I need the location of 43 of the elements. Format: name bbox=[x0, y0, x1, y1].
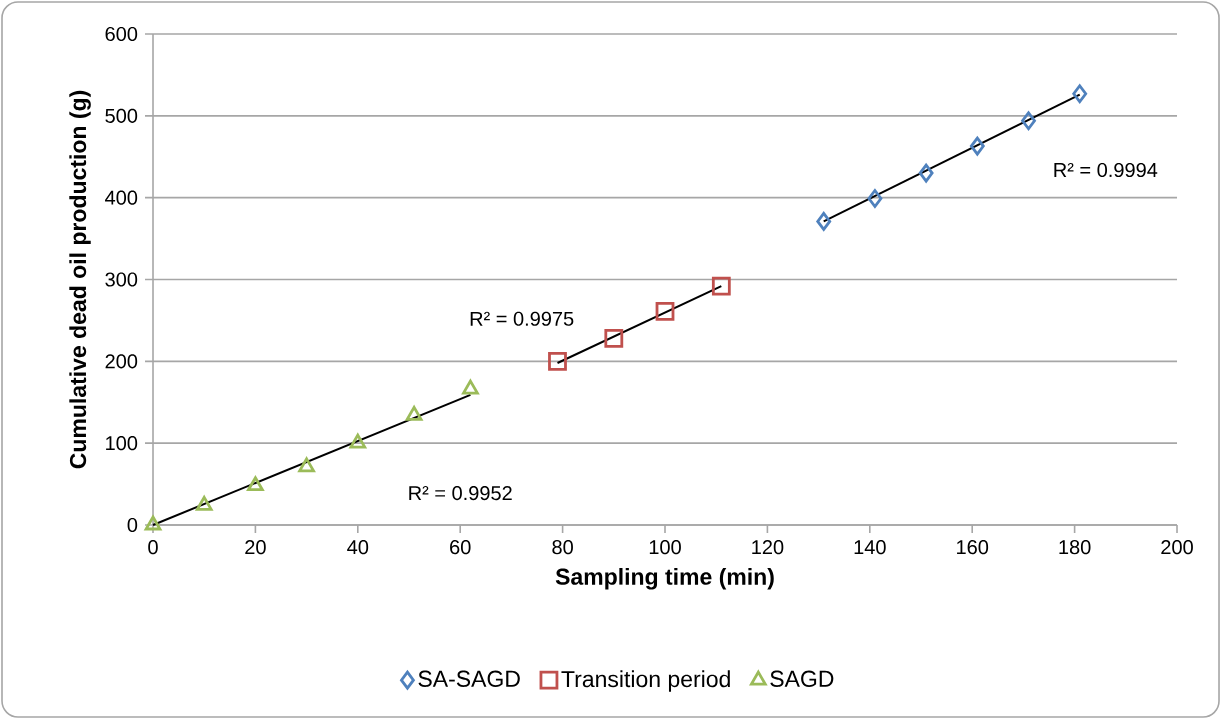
point bbox=[1072, 84, 1088, 104]
y-axis-title: Cumulative dead oil production (g) bbox=[69, 90, 91, 469]
x-tick-label: 160 bbox=[957, 540, 989, 555]
x-tick-label: 180 bbox=[1059, 540, 1091, 555]
point bbox=[1021, 111, 1036, 131]
x-tick-label: 20 bbox=[245, 540, 266, 555]
x-tick-label: 60 bbox=[450, 540, 471, 555]
point bbox=[298, 457, 315, 473]
x-tick-label: 0 bbox=[148, 540, 158, 555]
annotation: R² = 0.9994 bbox=[1054, 162, 1158, 178]
point bbox=[655, 302, 675, 321]
point bbox=[918, 163, 934, 183]
point bbox=[144, 515, 162, 531]
point bbox=[405, 405, 423, 421]
x-axis-title: Sampling time (min) bbox=[555, 567, 774, 590]
point bbox=[816, 212, 832, 231]
x-tick-label: 120 bbox=[752, 540, 784, 555]
x-tick-label: 80 bbox=[552, 540, 573, 555]
y-tick-label: 100 bbox=[106, 436, 138, 451]
point bbox=[462, 379, 479, 395]
point bbox=[711, 276, 731, 296]
legend-label: Transition period bbox=[561, 670, 730, 692]
point bbox=[548, 351, 567, 371]
x-tick-label: 200 bbox=[1161, 540, 1193, 555]
x-tick-label: 100 bbox=[649, 540, 681, 555]
x-tick-label: 140 bbox=[854, 540, 886, 555]
annotation: R² = 0.9975 bbox=[470, 311, 574, 326]
point bbox=[867, 189, 883, 208]
point bbox=[195, 495, 213, 511]
legend-label: SAGD bbox=[770, 670, 834, 687]
y-tick-label: 400 bbox=[105, 190, 138, 205]
point bbox=[604, 329, 624, 348]
x-tick-label: 40 bbox=[347, 540, 369, 555]
y-tick-label: 0 bbox=[127, 517, 138, 533]
y-tick-label: 600 bbox=[105, 26, 138, 42]
point bbox=[247, 476, 264, 492]
y-tick-label: 500 bbox=[105, 108, 138, 123]
y-tick-label: 300 bbox=[105, 272, 138, 287]
legend-label: SA-SAGD bbox=[418, 670, 520, 687]
point bbox=[969, 136, 985, 156]
annotation: R² = 0.9952 bbox=[409, 486, 512, 501]
point bbox=[349, 433, 367, 449]
y-tick-label: 200 bbox=[105, 354, 138, 369]
